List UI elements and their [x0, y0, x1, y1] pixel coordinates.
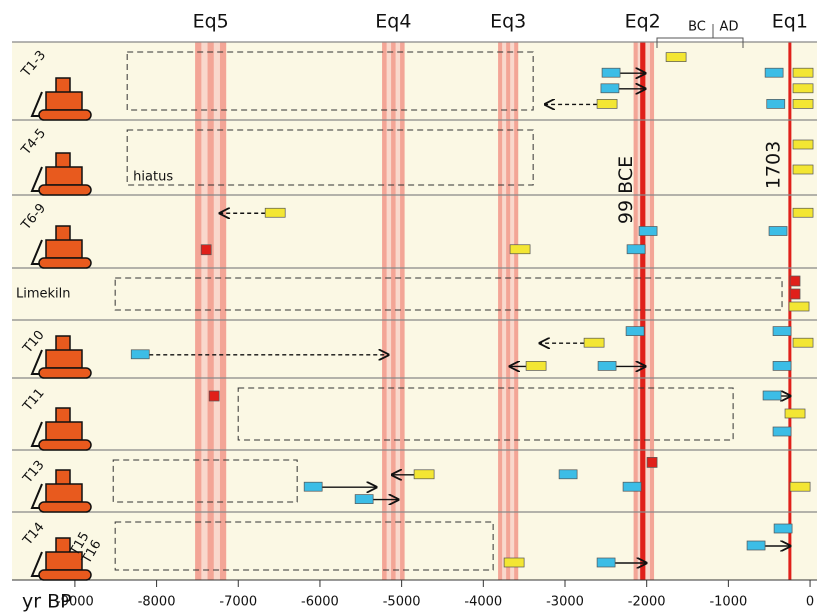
sample — [414, 470, 434, 479]
sample — [355, 495, 373, 504]
icon-track — [39, 440, 91, 450]
sample — [265, 208, 285, 217]
sample — [765, 68, 783, 77]
sample — [602, 68, 620, 77]
sample — [790, 482, 810, 491]
icon-track — [39, 502, 91, 512]
sample — [209, 391, 219, 401]
icon-track — [39, 110, 91, 120]
event-label: Eq1 — [772, 11, 808, 33]
x-tick-label: -4000 — [464, 595, 502, 610]
event-stripe — [220, 42, 226, 580]
sample — [597, 558, 615, 567]
event-stripe — [650, 42, 654, 580]
x-tick-label: -3000 — [546, 595, 584, 610]
sample — [597, 99, 617, 108]
gap-label: hiatus — [133, 170, 173, 185]
event-label: Eq4 — [375, 11, 411, 33]
sample — [598, 361, 616, 370]
event-label: Eq2 — [625, 11, 661, 33]
sample — [647, 457, 657, 467]
x-tick-label: -8000 — [138, 595, 176, 610]
sample — [789, 302, 809, 311]
event-stripe — [498, 42, 502, 580]
icon-track — [39, 258, 91, 268]
sample — [769, 227, 787, 236]
event-stripe — [195, 42, 201, 580]
event-stripe — [208, 42, 214, 580]
sample — [793, 68, 813, 77]
sample — [773, 327, 791, 336]
sample — [666, 53, 686, 62]
icon-track — [39, 185, 91, 195]
sample — [131, 350, 149, 359]
sample — [767, 99, 785, 108]
event-label: Eq5 — [193, 11, 229, 33]
sample — [790, 276, 800, 286]
icon-track — [39, 368, 91, 378]
icon-track — [39, 570, 91, 580]
sample — [747, 541, 765, 550]
sample — [773, 427, 791, 436]
sample — [627, 245, 645, 254]
sample — [559, 470, 577, 479]
sample — [790, 289, 800, 299]
sample — [601, 84, 619, 93]
sample — [793, 338, 813, 347]
sample — [793, 84, 813, 93]
sample — [763, 391, 781, 400]
x-tick-label: -2000 — [628, 595, 666, 610]
x-tick-label: 0 — [806, 595, 814, 610]
sample — [639, 227, 657, 236]
sample — [785, 409, 805, 418]
sample — [510, 245, 530, 254]
sample — [504, 558, 524, 567]
plot-background — [12, 42, 817, 580]
event-date-label: 99 BCE — [615, 156, 637, 224]
event-stripe — [514, 42, 518, 580]
row-label: Limekiln — [16, 287, 71, 302]
event-stripe — [634, 42, 638, 580]
sample — [793, 208, 813, 217]
sample — [201, 245, 211, 255]
x-tick-label: -7000 — [219, 595, 257, 610]
sample — [793, 99, 813, 108]
era-label: AD — [720, 20, 739, 35]
event-date-label: 1703 — [762, 141, 784, 189]
sample — [526, 361, 546, 370]
x-tick-label: -1000 — [709, 595, 747, 610]
sample — [584, 338, 604, 347]
sample — [626, 327, 644, 336]
sample — [623, 482, 641, 491]
sample — [773, 361, 791, 370]
event-stripe — [400, 42, 404, 580]
sample — [304, 482, 322, 491]
x-tick-label: -6000 — [301, 595, 339, 610]
event-label: Eq3 — [490, 11, 526, 33]
event-stripe — [506, 42, 510, 580]
sample — [793, 140, 813, 149]
x-axis-label: yr BP — [22, 591, 72, 613]
era-label: BC — [688, 20, 706, 35]
sample — [774, 524, 792, 533]
chart: -9000-8000-7000-6000-5000-4000-3000-2000… — [0, 0, 817, 613]
x-tick-label: -5000 — [383, 595, 421, 610]
sample — [793, 165, 813, 174]
